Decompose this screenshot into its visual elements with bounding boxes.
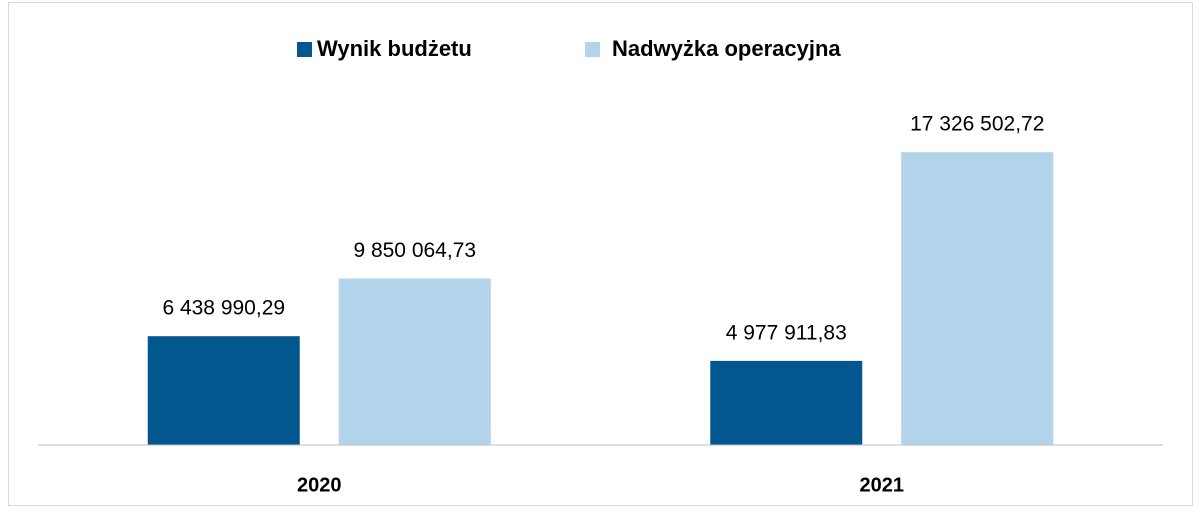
- legend-swatch: [585, 42, 600, 57]
- bar: [338, 278, 491, 445]
- data-label: 6 438 990,29: [162, 297, 285, 320]
- x-tick-label: 2021: [860, 474, 905, 496]
- data-label: 9 850 064,73: [353, 239, 476, 262]
- bar: [147, 336, 300, 445]
- bar: [901, 152, 1054, 445]
- x-tick-label: 2020: [297, 474, 342, 496]
- legend-label: Wynik budżetu: [317, 36, 472, 61]
- bar: [710, 360, 863, 445]
- legend-swatch: [297, 42, 312, 57]
- data-label: 4 977 911,83: [726, 321, 847, 344]
- data-label: 17 326 502,72: [910, 113, 1044, 136]
- legend-label: Nadwyżka operacyjna: [612, 36, 841, 61]
